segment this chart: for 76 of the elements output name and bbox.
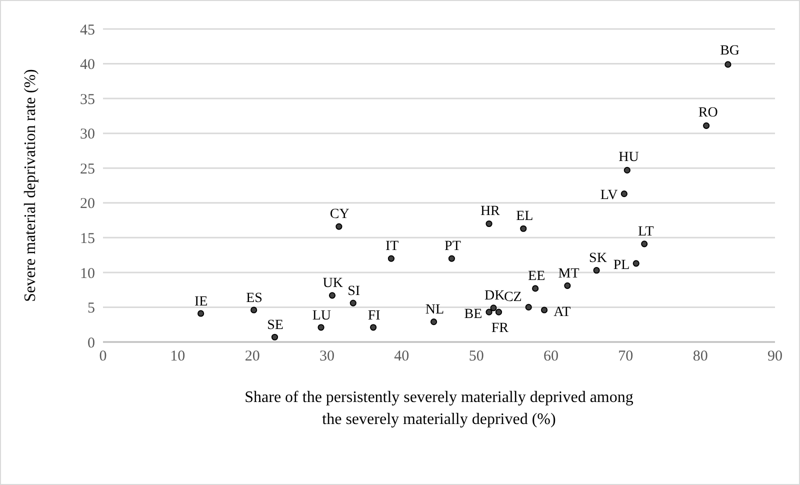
x-tick-label: 90 bbox=[768, 348, 782, 365]
point bbox=[490, 304, 497, 312]
point bbox=[430, 318, 438, 326]
y-tick-label: 35 bbox=[80, 92, 95, 108]
point bbox=[532, 285, 539, 292]
x-tick-label: 50 bbox=[468, 348, 484, 365]
point bbox=[271, 334, 278, 340]
y-tick-label: 40 bbox=[80, 57, 95, 74]
data-label: LT bbox=[638, 224, 654, 240]
point bbox=[624, 166, 630, 174]
point bbox=[328, 292, 336, 299]
point bbox=[198, 310, 204, 317]
y-tick-label: 5 bbox=[88, 300, 95, 317]
data-label: HU bbox=[618, 150, 639, 166]
y-axis-title: Severe material deprivation rate (%) bbox=[22, 69, 39, 302]
data-label: BG bbox=[720, 44, 740, 59]
point bbox=[724, 61, 732, 68]
x-tick-label: 80 bbox=[692, 348, 708, 365]
y-tick-label: 20 bbox=[80, 196, 95, 212]
x-tick-label: 70 bbox=[618, 348, 634, 365]
y-tick-label: 45 bbox=[80, 22, 95, 38]
y-tick-label: 10 bbox=[80, 266, 95, 282]
data-label: IE bbox=[194, 294, 208, 310]
data-label: DK bbox=[484, 288, 505, 304]
data-label: EE bbox=[528, 269, 546, 284]
y-tick-label: 25 bbox=[80, 161, 95, 178]
x-tick-label: 40 bbox=[394, 348, 410, 365]
data-label: SI bbox=[348, 284, 360, 299]
point bbox=[632, 260, 640, 267]
point bbox=[495, 308, 502, 316]
data-label: LU bbox=[312, 308, 332, 324]
point bbox=[318, 324, 324, 331]
point bbox=[486, 308, 492, 316]
data-label: IT bbox=[385, 239, 400, 254]
data-label: ES bbox=[246, 290, 262, 306]
data-label: HR bbox=[480, 204, 501, 219]
point bbox=[520, 225, 527, 232]
y-tick-label: 0 bbox=[88, 335, 95, 352]
data-label: FI bbox=[368, 308, 381, 324]
data-label: EL bbox=[516, 208, 534, 224]
x-tick-label: 30 bbox=[320, 348, 334, 365]
point bbox=[564, 282, 571, 289]
point bbox=[350, 300, 356, 306]
point bbox=[448, 255, 455, 262]
x-tick-label: 10 bbox=[170, 348, 186, 365]
y-tick-label: 15 bbox=[80, 230, 95, 247]
point bbox=[250, 306, 258, 314]
x-tick-label: 60 bbox=[544, 348, 558, 365]
data-label: AT bbox=[554, 304, 572, 320]
point bbox=[540, 306, 548, 314]
data-label: SK bbox=[589, 250, 607, 266]
point bbox=[388, 255, 395, 262]
data-label: CY bbox=[330, 206, 350, 222]
data-label: PT bbox=[444, 239, 462, 254]
point bbox=[620, 190, 628, 198]
point bbox=[370, 324, 377, 331]
point bbox=[593, 267, 600, 274]
data-label: RO bbox=[698, 105, 718, 120]
data-label: CZ bbox=[504, 290, 522, 305]
point bbox=[703, 122, 710, 129]
data-label: LV bbox=[600, 188, 618, 203]
data-label: MT bbox=[558, 266, 580, 282]
data-label: FR bbox=[491, 320, 510, 336]
point bbox=[336, 223, 342, 230]
data-label: NL bbox=[425, 302, 444, 318]
y-tick-label: 30 bbox=[80, 126, 95, 143]
x-tick-label: 0 bbox=[99, 348, 107, 365]
x-axis-title: Share of the persistently severely materially deprived among the severely materially deprived (%) bbox=[244, 389, 634, 428]
data-label: PL bbox=[613, 258, 630, 273]
point bbox=[641, 240, 648, 248]
x-tick-label: 20 bbox=[244, 348, 260, 365]
point bbox=[525, 304, 532, 311]
data-label: BE bbox=[464, 306, 482, 322]
point bbox=[486, 220, 492, 228]
data-label: SE bbox=[267, 318, 284, 334]
data-label: UK bbox=[322, 276, 344, 292]
